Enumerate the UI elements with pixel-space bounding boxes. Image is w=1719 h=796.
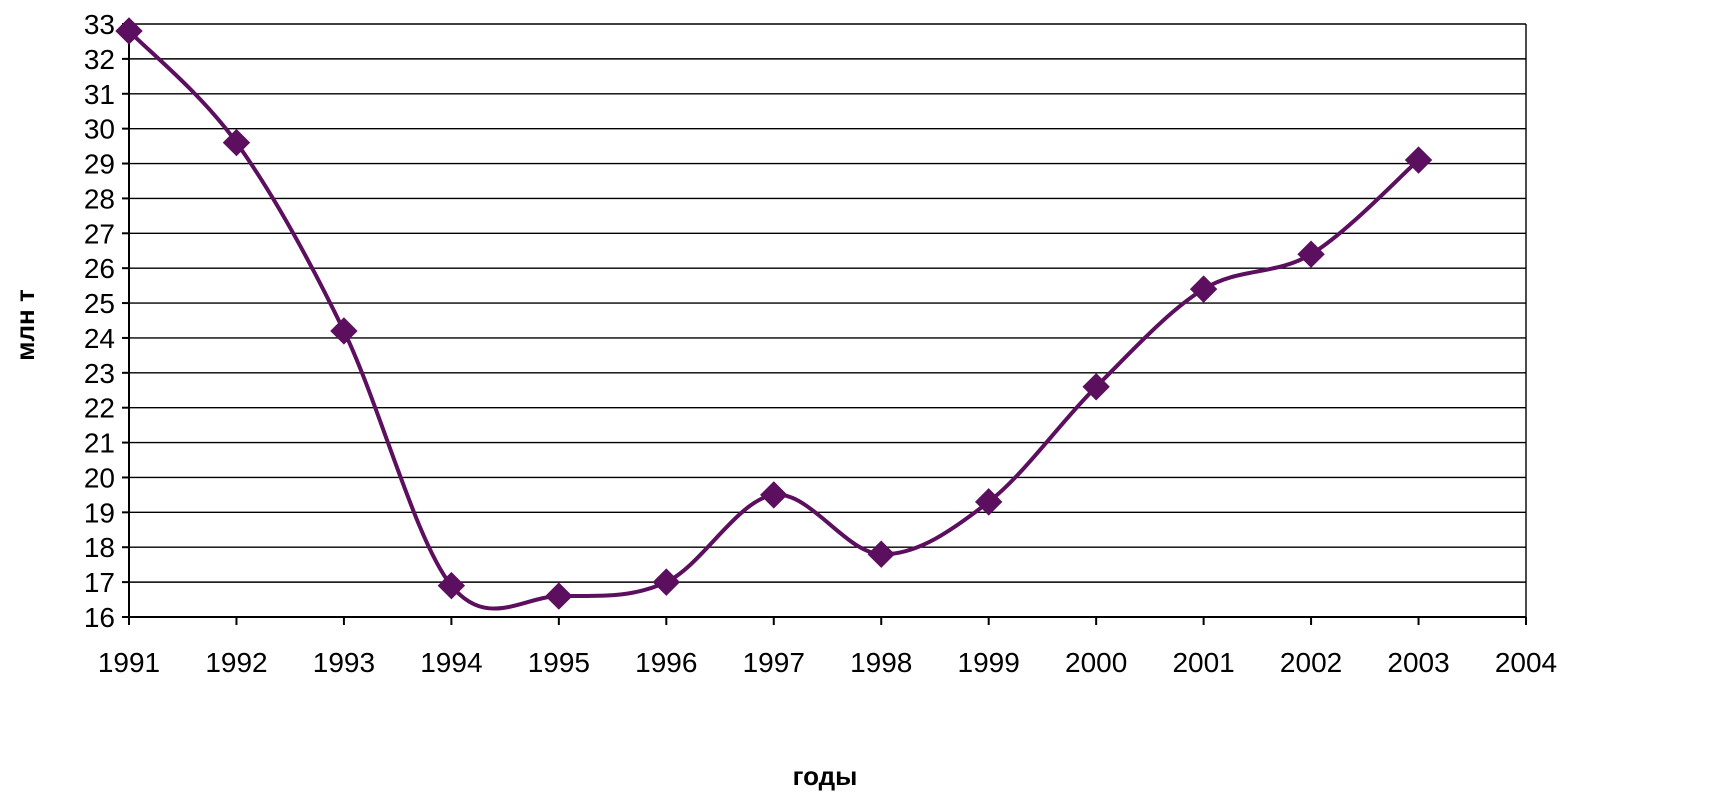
y-tick-label: 32 (84, 44, 115, 75)
x-tick-label: 2000 (1065, 647, 1127, 678)
y-tick-label: 28 (84, 183, 115, 214)
data-point-1996 (652, 568, 681, 596)
data-point-2001 (1189, 275, 1218, 303)
y-tick-label: 25 (84, 288, 115, 319)
x-tick-label: 1998 (850, 647, 912, 678)
y-tick-label: 29 (84, 149, 115, 180)
x-axis-title: годы (793, 761, 858, 791)
x-tick-label: 1995 (528, 647, 590, 678)
x-tick-label: 1992 (205, 647, 267, 678)
x-tick-label: 2003 (1387, 647, 1449, 678)
x-tick-labels: 1991 1992 1993 1994 1995 1996 1997 1998 1999 2000… (98, 647, 1557, 678)
x-tick-label: 1991 (98, 647, 160, 678)
y-tick-label: 30 (84, 114, 115, 145)
data-point-1997 (760, 481, 788, 509)
y-tick-label: 27 (84, 218, 115, 249)
data-point-1993 (330, 317, 358, 345)
x-tick-label: 2001 (1172, 647, 1234, 678)
data-point-1992 (222, 128, 251, 157)
x-tick-label: 1993 (313, 647, 375, 678)
y-tick-label: 18 (84, 532, 115, 563)
y-tick-label: 33 (84, 9, 115, 40)
grid-lines (129, 23, 1526, 618)
y-tick-label: 23 (84, 358, 115, 389)
x-tick-label: 1999 (958, 647, 1020, 678)
series-line (127, 28, 1421, 611)
data-point-1994 (437, 571, 466, 600)
y-tick-label: 22 (84, 393, 115, 424)
y-tick-label: 24 (84, 323, 115, 354)
y-tick-label: 31 (84, 79, 115, 110)
x-tick-label: 1997 (743, 647, 805, 678)
data-point-1998 (867, 540, 895, 568)
y-axis-title: млн т (10, 289, 40, 361)
axes (122, 23, 1527, 625)
data-point-2000 (1082, 373, 1110, 401)
x-tick-label: 1994 (420, 647, 482, 678)
x-tick-label: 2002 (1280, 647, 1342, 678)
x-tick-label: 2004 (1495, 647, 1557, 678)
data-point-2003 (1404, 146, 1433, 174)
y-tick-label: 21 (84, 428, 115, 459)
y-tick-label: 16 (84, 602, 115, 633)
y-tick-label: 26 (84, 253, 115, 284)
series (115, 17, 1433, 611)
y-tick-label: 17 (84, 567, 115, 598)
data-point-1995 (545, 582, 573, 610)
y-tick-label: 20 (84, 462, 115, 493)
data-point-2002 (1297, 240, 1325, 268)
y-tick-label: 19 (84, 497, 115, 528)
data-point-1999 (974, 488, 1003, 516)
data-point-1991 (115, 17, 143, 45)
x-tick-label: 1996 (635, 647, 697, 678)
